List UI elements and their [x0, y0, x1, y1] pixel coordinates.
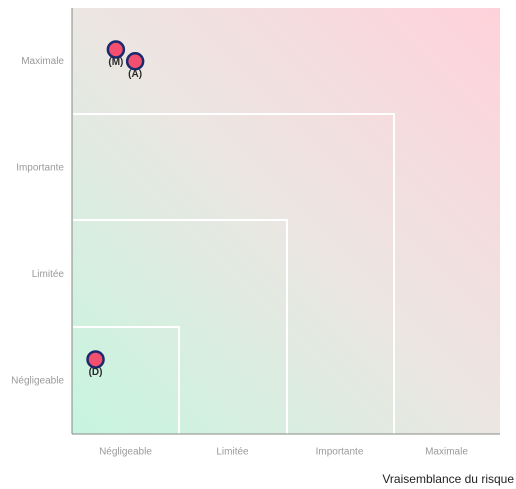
x-tick-label: Limitée [216, 447, 249, 458]
point-label: (M) [108, 57, 123, 68]
zone-border [73, 326, 180, 434]
point-label: (A) [128, 69, 142, 80]
x-tick-label: Maximale [425, 447, 468, 458]
risk-point [125, 52, 145, 71]
x-tick-label: Importante [316, 447, 364, 458]
y-tick-label: Négligeable [11, 375, 64, 386]
risk-point [106, 40, 126, 59]
point-label: (D) [89, 367, 103, 378]
risk-point [86, 350, 105, 369]
zone-border [73, 113, 395, 434]
y-tick-label: Importante [16, 162, 64, 173]
zone-border [73, 219, 288, 434]
risk-zones [73, 113, 395, 434]
y-tick-label: Limitée [32, 269, 65, 280]
y-tick-label: Maximale [21, 56, 64, 67]
x-tick-label: Négligeable [99, 447, 152, 458]
x-axis-title: Vraisemblance du risque [382, 472, 514, 486]
